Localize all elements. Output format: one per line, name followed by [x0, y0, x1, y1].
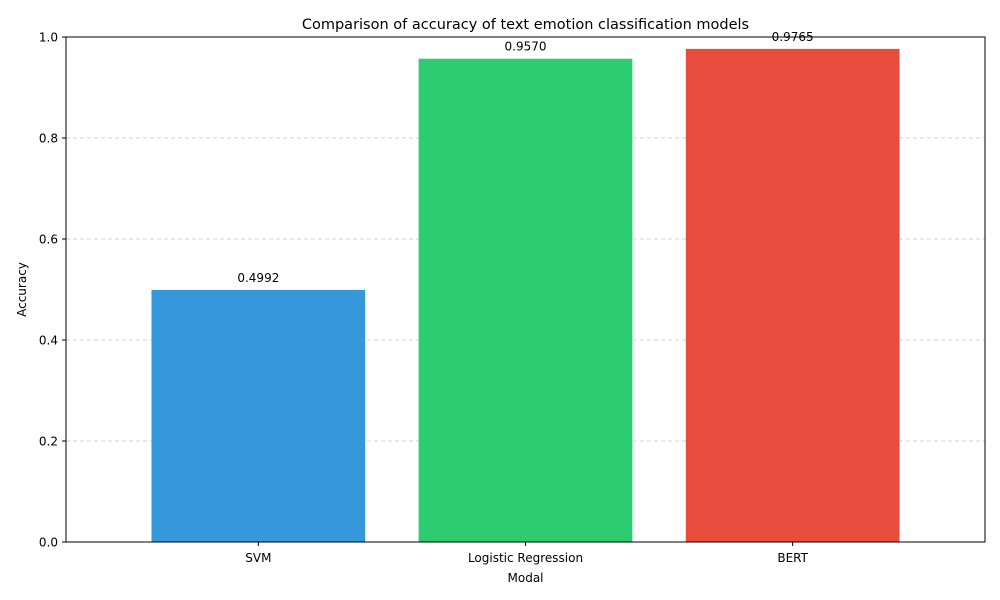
x-axis-ticks: SVM Logistic Regression BERT: [245, 542, 809, 565]
x-tick-label: BERT: [777, 551, 808, 565]
y-tick-label: 0.6: [39, 233, 58, 247]
y-tick-label: 0.2: [39, 435, 58, 449]
x-axis-label: Modal: [508, 571, 544, 585]
y-tick-label: 0.4: [39, 334, 58, 348]
y-axis-label: Accuracy: [15, 262, 29, 317]
y-tick-label: 1.0: [39, 31, 58, 45]
y-tick-label: 0.0: [39, 536, 58, 550]
bar-logistic-regression: [418, 58, 633, 543]
x-tick-label: SVM: [245, 551, 271, 565]
bar-value-label: 0.9570: [505, 40, 547, 54]
y-tick-label: 0.8: [39, 132, 58, 146]
bar-value-label: 0.4992: [237, 271, 279, 285]
bar-svm: [151, 289, 366, 542]
bars: [151, 48, 900, 543]
chart-title: Comparison of accuracy of text emotion c…: [302, 17, 749, 33]
y-axis-ticks: 0.0 0.2 0.4 0.6 0.8 1.0: [39, 31, 66, 550]
bar-bert: [685, 48, 900, 543]
x-tick-label: Logistic Regression: [468, 551, 583, 565]
